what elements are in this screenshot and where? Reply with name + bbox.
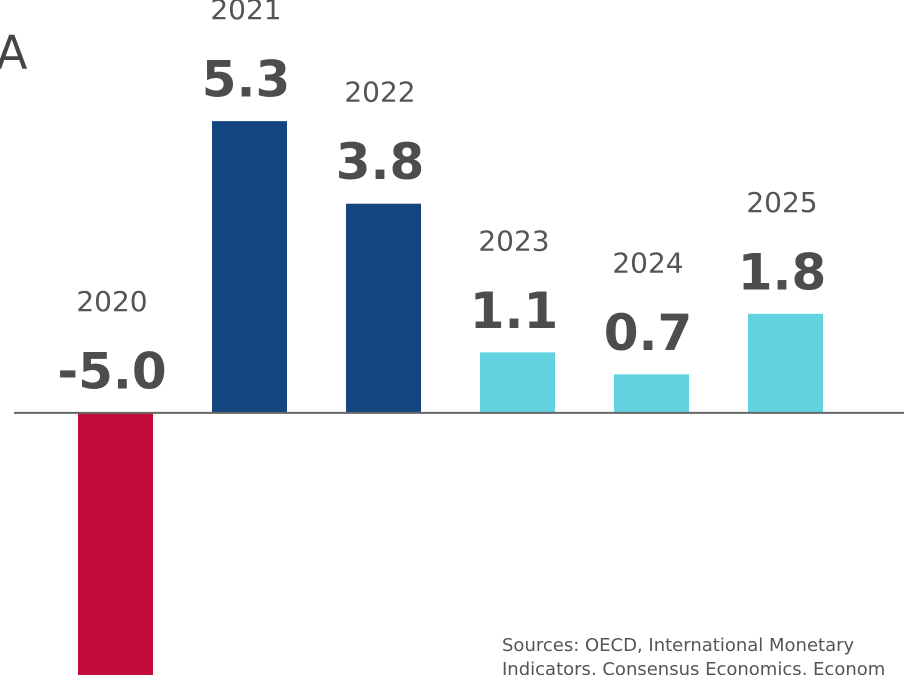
value-label: 3.8 (336, 133, 425, 191)
year-label: 2022 (344, 76, 415, 109)
bar (480, 352, 555, 413)
source-line: Sources: OECD, International Monetary (502, 635, 855, 656)
bar (748, 313, 823, 413)
bar (346, 203, 421, 413)
value-label: 5.3 (202, 51, 291, 109)
value-label: 0.7 (604, 304, 693, 362)
bar (78, 412, 153, 675)
year-label: 2021 (210, 0, 281, 26)
bar (614, 374, 689, 413)
year-label: 2025 (746, 186, 817, 219)
value-label: -5.0 (57, 342, 166, 400)
year-label: 2020 (76, 285, 147, 318)
source-line: Indicators, Consensus Economics, Econom (502, 659, 885, 675)
year-label: 2024 (612, 246, 683, 279)
chart-title: A (0, 26, 28, 80)
bar (212, 121, 287, 413)
value-label: 1.1 (470, 282, 559, 340)
value-label: 1.8 (738, 243, 827, 301)
year-label: 2023 (478, 224, 549, 257)
